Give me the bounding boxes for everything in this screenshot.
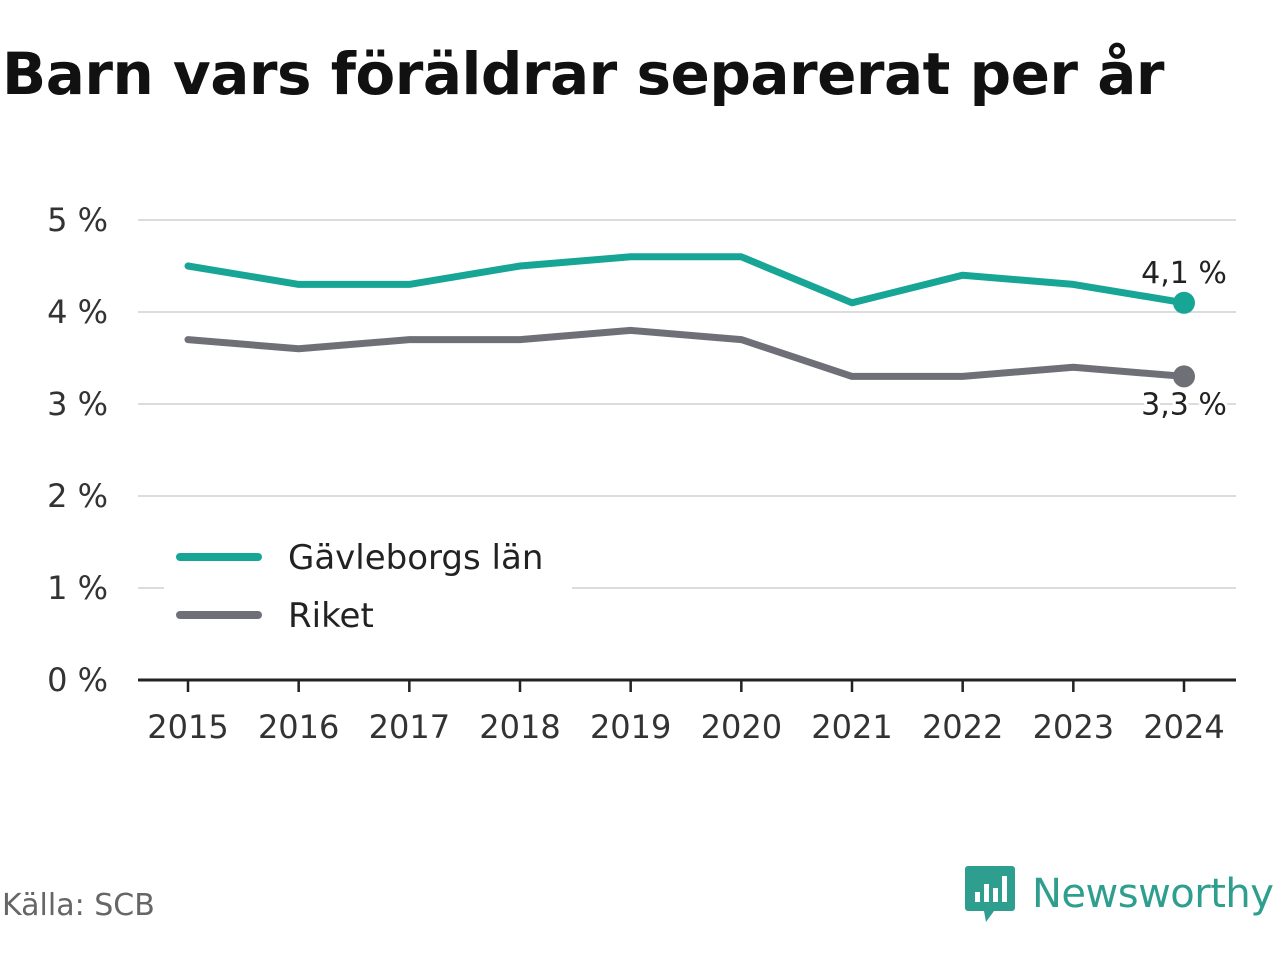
series-end-point-0 bbox=[1173, 291, 1195, 314]
x-tick-label: 2024 bbox=[1143, 708, 1224, 746]
y-tick-label: 5 % bbox=[47, 201, 108, 239]
x-tick-label: 2016 bbox=[258, 708, 339, 746]
series-end-label: 4,1 % bbox=[1141, 256, 1227, 291]
series-end-label: 3,3 % bbox=[1141, 387, 1227, 422]
x-tick-label: 2019 bbox=[590, 708, 671, 746]
x-tick-label: 2023 bbox=[1033, 708, 1114, 746]
x-tick-label: 2018 bbox=[479, 708, 560, 746]
x-tick-label: 2017 bbox=[369, 708, 450, 746]
legend-box bbox=[164, 530, 572, 650]
series-end-point-1 bbox=[1173, 365, 1195, 388]
legend-label: Gävleborgs län bbox=[288, 538, 543, 578]
x-tick-label: 2021 bbox=[811, 708, 892, 746]
brand-name: Newsworthy bbox=[1032, 871, 1274, 917]
newsworthy-logo-icon bbox=[965, 866, 1015, 922]
y-tick-label: 2 % bbox=[47, 477, 108, 515]
series-line-0 bbox=[184, 253, 1188, 307]
brand-logo: Newsworthy bbox=[964, 864, 1274, 924]
series-line-1 bbox=[184, 326, 1188, 380]
x-tick-label: 2020 bbox=[701, 708, 782, 746]
source-label: Källa: SCB bbox=[2, 888, 155, 923]
y-tick-label: 1 % bbox=[47, 569, 108, 607]
y-tick-label: 0 % bbox=[47, 661, 108, 699]
legend-label: Riket bbox=[288, 596, 374, 636]
x-tick-label: 2022 bbox=[922, 708, 1003, 746]
line-chart: 0 % 1 % 2 % 3 % 4 % 5 % 2015 2016 2017 2018 2019 20… bbox=[47, 201, 1236, 746]
y-tick-label: 4 % bbox=[47, 293, 108, 331]
y-tick-label: 3 % bbox=[47, 385, 108, 423]
x-tick-label: 2015 bbox=[147, 708, 228, 746]
chart-title: Barn vars föräldrar separerat per år bbox=[2, 40, 1164, 108]
